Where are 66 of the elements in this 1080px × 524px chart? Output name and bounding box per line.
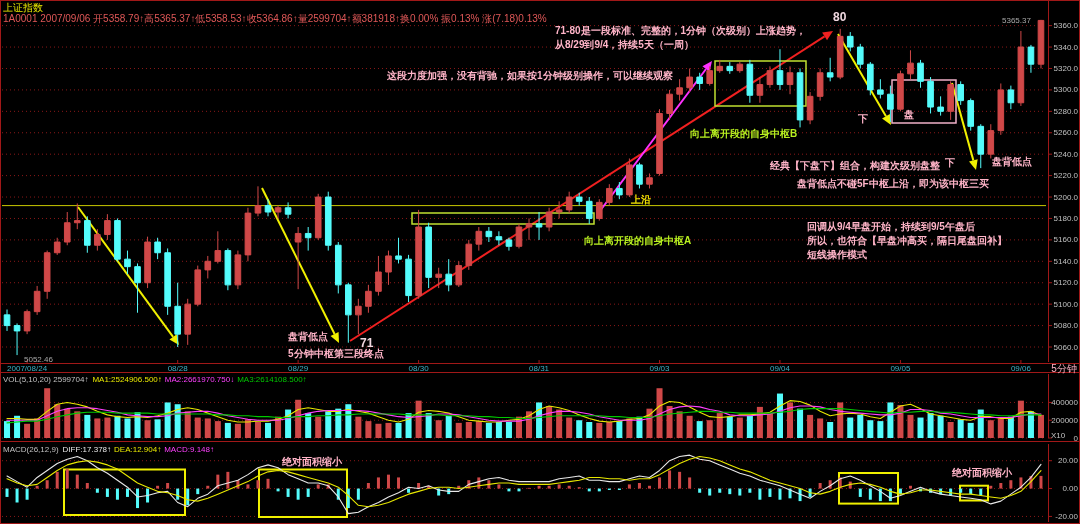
y-tick-label: 5340.0 xyxy=(1053,42,1079,52)
annotation: 上沿 xyxy=(630,193,651,205)
y-tick-label: 5220.0 xyxy=(1053,171,1079,181)
y-tick-label: 5100.0 xyxy=(1053,299,1079,309)
annotation: 5分钟中枢第三段终点 xyxy=(288,347,384,359)
annotation: 短线操作模式 xyxy=(806,248,867,260)
annotation: 71 xyxy=(360,336,374,350)
x-tick-label: 08/30 xyxy=(408,363,430,373)
annotation: 回调从9/4早盘开始，持续到9/5午盘后 xyxy=(807,220,975,232)
annotation: 盘背低点不碰5F中枢上沿，即为该中枢三买 xyxy=(796,177,989,189)
annotation: 向上离开段的自身中枢B xyxy=(690,127,798,139)
annotation: 这段力度加强，没有背驰，如果按1分钟级别操作，可以继续观察 xyxy=(386,69,673,81)
y-tick-label: 20.00 xyxy=(1057,456,1079,466)
annotation: 绝对面积缩小 xyxy=(281,455,343,467)
x-axis-title: 5分钟 xyxy=(1051,362,1077,374)
y-tick-label: 5200.0 xyxy=(1053,192,1079,202)
y-tick-label: -20.00 xyxy=(1055,511,1079,521)
y-tick-label: 5240.0 xyxy=(1053,149,1079,159)
x-tick-label: 2007/08/24 xyxy=(7,363,48,373)
text: MA2:2661970.750↓ xyxy=(164,374,235,384)
x-tick-label: 09/05 xyxy=(890,363,911,373)
series-label: DEA:12.904↑ xyxy=(114,444,162,454)
x-tick-label: 09/04 xyxy=(769,363,791,373)
y-tick-label: 5140.0 xyxy=(1053,256,1079,266)
x-tick-label: 08/28 xyxy=(167,363,189,373)
annotation: MACD:9.148↑ xyxy=(164,444,214,454)
y-tick-label: 5180.0 xyxy=(1053,213,1079,223)
y-tick-label: 200000 xyxy=(1051,415,1079,425)
annotation: 盘背低点 xyxy=(287,330,328,342)
y-tick-label: 5280.0 xyxy=(1053,106,1079,116)
y-tick-label: 5060.0 xyxy=(1053,342,1079,352)
y-tick-label: 5160.0 xyxy=(1053,235,1079,245)
annotation: 5365.37 xyxy=(1002,15,1032,25)
y-tick-label: 5260.0 xyxy=(1053,128,1079,138)
y-tick-label: 5320.0 xyxy=(1053,63,1079,73)
annotation: 71-80是一段标准、完整的，1分钟（次级别）上涨趋势， xyxy=(555,24,807,36)
x-tick-label: 08/29 xyxy=(288,363,309,373)
text: 1A0001 2007/09/06 开5358.79↑高5365.37↑低5358.53↑收5364.86↑量2599704↑额381918↑换0.00% 振0.13% 涨(7.18)0.13% xyxy=(3,12,547,24)
annotation: 绝对面积缩小 xyxy=(951,466,1013,478)
annotation: 5052.46 xyxy=(24,354,54,364)
y-tick-label: 5080.0 xyxy=(1053,321,1079,331)
y-tick-label: 5120.0 xyxy=(1053,278,1079,288)
y-axis-title: X10 xyxy=(1051,430,1066,440)
annotation: 经典【下盘下】组合，构建次级别盘整 xyxy=(769,159,941,171)
x-tick-label: 08/31 xyxy=(529,363,550,373)
annotation: 下 xyxy=(944,156,955,168)
y-tick-label: 0 xyxy=(1073,433,1079,443)
annotation: 所以，也符合【早盘冲高买，隔日尾盘回补】 xyxy=(806,234,1007,246)
annotation: 从8/29到9/4，持续5天（一周） xyxy=(554,38,694,50)
annotation: 盘 xyxy=(903,108,914,120)
annotation: 向上离开段的自身中枢A xyxy=(584,234,692,246)
chart-title: VOL(5,10,20) 2599704↑ xyxy=(3,374,89,384)
annotation: 下 xyxy=(857,112,868,124)
x-tick-label: 09/06 xyxy=(1010,363,1032,373)
text: MA1:2524906.500↑ xyxy=(92,374,162,384)
y-tick-label: 400000 xyxy=(1051,397,1079,407)
chart-title: MACD(26,12,9) xyxy=(3,444,59,454)
text: MA3:2614108.500↑ xyxy=(237,374,307,384)
y-tick-label: 5360.0 xyxy=(1053,21,1079,31)
chart-title: 上证指数 xyxy=(3,1,43,13)
y-tick-label: 5300.0 xyxy=(1053,85,1079,95)
annotation: 盘背低点 xyxy=(991,155,1032,167)
annotation: 80 xyxy=(833,10,847,24)
series-label: DIFF:17.378↑ xyxy=(62,444,112,454)
x-tick-label: 09/03 xyxy=(649,363,671,373)
y-tick-label: 0.00 xyxy=(1062,484,1079,494)
